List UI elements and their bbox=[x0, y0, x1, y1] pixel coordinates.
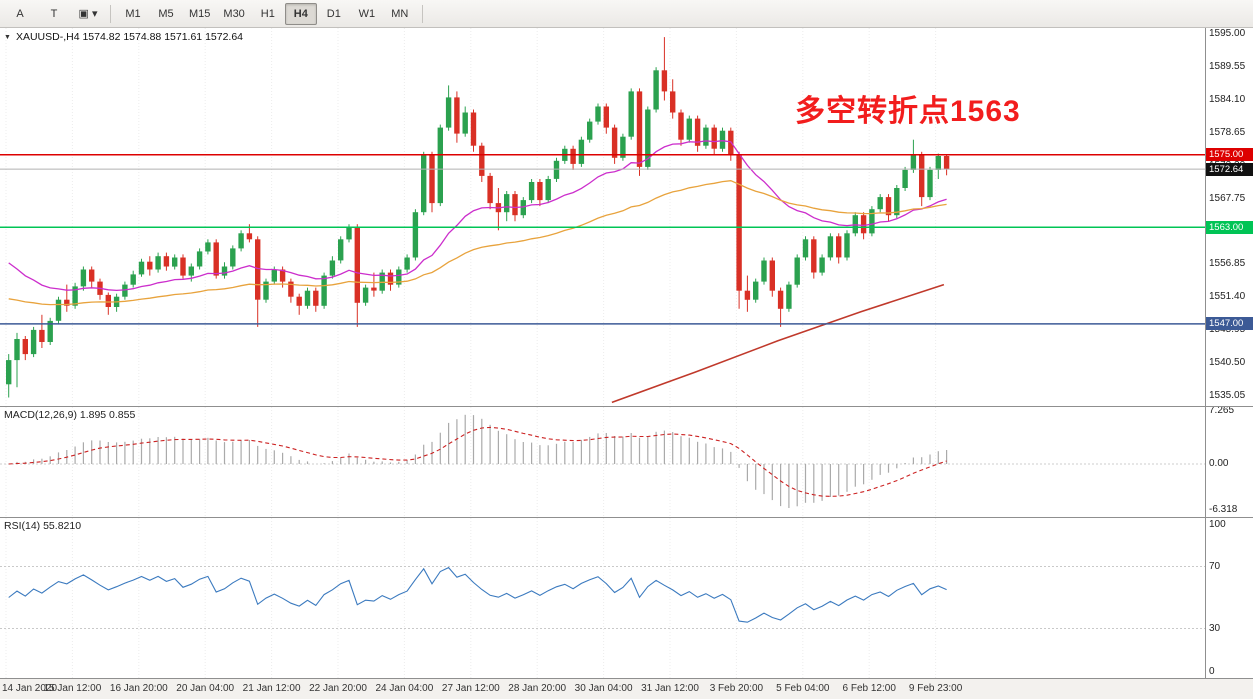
rsi-label: RSI(14) 55.8210 bbox=[4, 520, 82, 532]
main-chart-panel: ▼ XAUUSD-,H4 1574.82 1574.88 1571.61 157… bbox=[0, 28, 1205, 406]
time-axis-label: 16 Jan 20:00 bbox=[109, 683, 168, 694]
macd-axis-label: -6.318 bbox=[1209, 504, 1238, 515]
rsi-canvas[interactable] bbox=[0, 518, 1205, 678]
timeframe-button-group: M1 M5 M15 M30 H1 H4 D1 W1 MN bbox=[117, 2, 416, 25]
price-axis-label: 1540.50 bbox=[1209, 357, 1246, 369]
rsi-axis-label: 30 bbox=[1209, 622, 1221, 634]
rsi-axis-label: 70 bbox=[1209, 560, 1221, 572]
time-axis-label: 20 Jan 04:00 bbox=[176, 683, 235, 694]
symbol-info: ▼ XAUUSD-,H4 1574.82 1574.88 1571.61 157… bbox=[4, 31, 243, 43]
price-axis-label: 1595.00 bbox=[1209, 28, 1246, 40]
price-axis-label: 1589.55 bbox=[1209, 60, 1246, 72]
price-axis-label: 1556.85 bbox=[1209, 258, 1246, 270]
time-axis-label: 5 Feb 04:00 bbox=[776, 683, 830, 694]
price-level-tag: 1563.00 bbox=[1206, 220, 1253, 234]
toolbar-separator bbox=[110, 4, 111, 23]
main-chart-canvas[interactable] bbox=[0, 28, 1205, 406]
symbol-ohlc-text: XAUUSD-,H4 1574.82 1574.88 1571.61 1572.… bbox=[15, 31, 244, 43]
price-level-tag: 1575.00 bbox=[1206, 148, 1253, 162]
macd-panel: MACD(12,26,9) 1.895 0.855 bbox=[0, 406, 1205, 517]
time-axis-label: 31 Jan 12:00 bbox=[641, 683, 699, 694]
price-axis-label: 1535.05 bbox=[1209, 390, 1246, 402]
time-axis-label: 22 Jan 20:00 bbox=[309, 683, 367, 694]
timeframe-w1-button[interactable]: W1 bbox=[358, 7, 376, 20]
time-axis-label: 3 Feb 20:00 bbox=[709, 683, 764, 694]
price-level-tag: 1547.00 bbox=[1206, 317, 1253, 331]
macd-canvas[interactable] bbox=[0, 407, 1205, 517]
pointer-tool-button[interactable]: A bbox=[16, 7, 24, 20]
timeframe-m1-button[interactable]: M1 bbox=[125, 7, 141, 20]
text-tool-button[interactable]: T bbox=[50, 7, 58, 20]
objects-tool-button[interactable]: ▣ ▾ bbox=[78, 8, 98, 20]
time-axis-label: 15 Jan 12:00 bbox=[43, 683, 102, 694]
timeframe-m15-button[interactable]: M15 bbox=[189, 7, 211, 20]
timeframe-h1-button[interactable]: H1 bbox=[260, 7, 275, 20]
macd-axis-label: 0.00 bbox=[1209, 457, 1229, 469]
price-axis-label: 1567.75 bbox=[1209, 192, 1246, 204]
rsi-axis[interactable]: 100 70 30 0 bbox=[1205, 517, 1253, 678]
macd-label: MACD(12,26,9) 1.895 0.855 bbox=[4, 409, 136, 421]
symbol-collapse-icon[interactable]: ▼ bbox=[4, 33, 11, 41]
price-axis-label: 1578.65 bbox=[1209, 126, 1246, 138]
price-axis-label: 1584.10 bbox=[1209, 93, 1246, 105]
rsi-axis-label: 0 bbox=[1209, 666, 1215, 677]
macd-axis[interactable]: 7.265 0.00 -6.318 bbox=[1205, 406, 1253, 517]
price-axis-label: 1551.40 bbox=[1209, 291, 1246, 303]
rsi-axis-label: 100 bbox=[1209, 519, 1226, 530]
toolbar-separator bbox=[421, 4, 423, 23]
time-axis-label: 9 Feb 23:00 bbox=[908, 683, 963, 694]
rsi-panel: RSI(14) 55.8210 bbox=[0, 517, 1205, 678]
timeframe-m5-button[interactable]: M5 bbox=[158, 7, 174, 20]
time-axis-label: 6 Feb 12:00 bbox=[842, 683, 896, 694]
time-axis[interactable]: 14 Jan 2020 15 Jan 12:00 16 Jan 20:00 20 Ja… bbox=[0, 678, 1253, 699]
toolbar: A T ▣ ▾ M1 M5 M15 M30 H1 H4 D1 W1 MN bbox=[0, 0, 1253, 28]
time-axis-label: 24 Jan 04:00 bbox=[375, 683, 434, 694]
time-axis-label: 28 Jan 20:00 bbox=[508, 683, 567, 694]
time-axis-label: 21 Jan 12:00 bbox=[242, 683, 301, 694]
tool-button-group: A T ▣ ▾ bbox=[4, 3, 104, 25]
timeframe-d1-button[interactable]: D1 bbox=[326, 7, 341, 20]
time-axis-label: 14 Jan 2020 bbox=[2, 683, 58, 694]
macd-axis-label: 7.265 bbox=[1209, 406, 1235, 416]
time-axis-label: 27 Jan 12:00 bbox=[441, 683, 500, 694]
timeframe-m30-button[interactable]: M30 bbox=[223, 7, 245, 20]
current-price-tag: 1572.64 bbox=[1206, 162, 1253, 176]
timeframe-h4-button[interactable]: H4 bbox=[284, 2, 317, 25]
chart-annotation-text[interactable]: 多空转折点1563 bbox=[795, 95, 1021, 128]
time-axis-label: 30 Jan 04:00 bbox=[574, 683, 633, 694]
timeframe-mn-button[interactable]: MN bbox=[391, 7, 409, 20]
price-axis[interactable]: 1595.001589.551584.101578.651573.201567.… bbox=[1205, 28, 1253, 406]
